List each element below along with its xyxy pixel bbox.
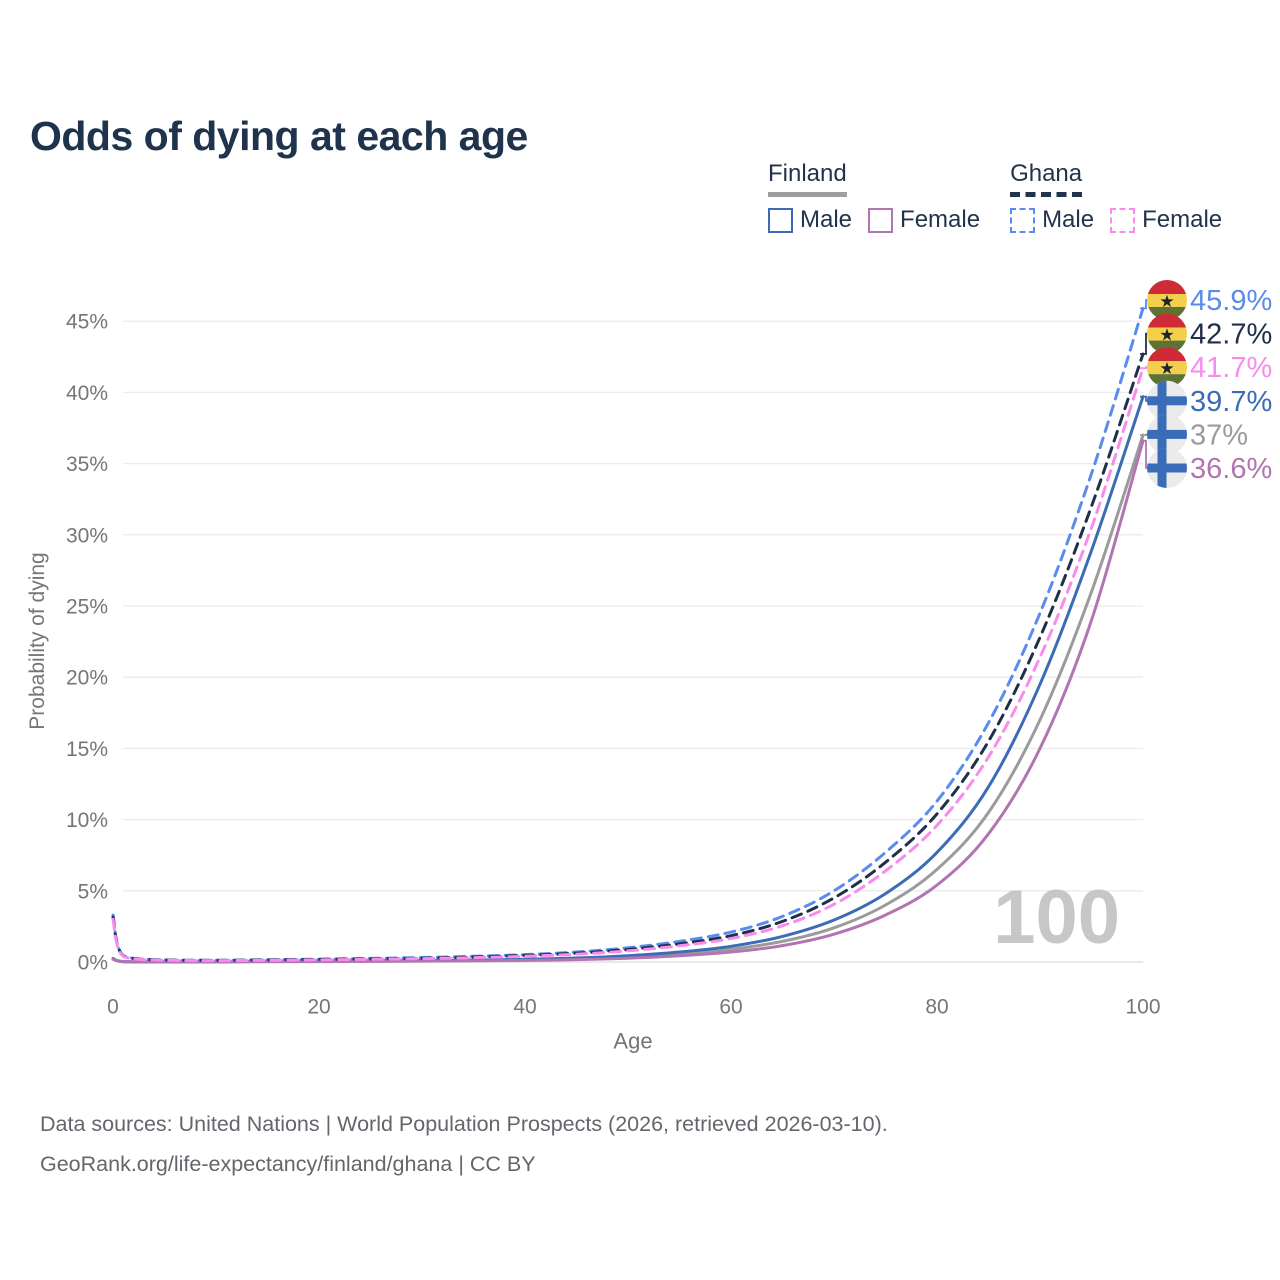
svg-text:40%: 40%	[66, 382, 108, 405]
x-axis-label: Age	[613, 1029, 652, 1054]
end-value-label-finland-all: 37%	[1190, 419, 1248, 451]
series-line-finland-male	[111, 395, 1145, 964]
flag-icon-finland	[1147, 380, 1187, 421]
legend-swatch-solid-icon	[768, 207, 793, 233]
svg-text:20: 20	[307, 996, 330, 1019]
end-value-label-ghana-male: 45.9%	[1190, 285, 1272, 317]
svg-text:25%: 25%	[66, 596, 108, 619]
svg-text:45%: 45%	[66, 311, 108, 334]
end-value-labels: 45.9%42.7%41.7%39.7%37%36.6%	[1190, 285, 1272, 485]
y-axis-label: Probability of dying	[26, 552, 49, 729]
legend-item-ghana-female[interactable]: Female	[1110, 206, 1222, 234]
legend-item-finland-female[interactable]: Female	[868, 206, 980, 234]
gridlines	[123, 320, 1143, 963]
end-label-flags: ★ ★ ★	[1147, 280, 1187, 488]
series-line-finland-all	[111, 433, 1145, 964]
page-title: Odds of dying at each age	[30, 113, 528, 160]
svg-text:★: ★	[1159, 359, 1174, 378]
svg-text:35%: 35%	[66, 453, 108, 476]
flag-icon-ghana: ★	[1147, 280, 1187, 320]
svg-text:40: 40	[513, 996, 536, 1019]
legend-group-finland: Finland Male Female	[768, 160, 980, 234]
svg-text:0%: 0%	[78, 952, 108, 975]
flag-icon-finland	[1147, 414, 1187, 455]
svg-text:10%: 10%	[66, 809, 108, 832]
legend-swatch-dashed-icon	[1110, 207, 1136, 233]
svg-text:100: 100	[1125, 996, 1160, 1019]
axis-tick-labels: 0% 5% 10% 15% 20% 25% 30% 35% 40% 45% 0 20 40 60 80 100	[66, 311, 1161, 1019]
legend-item-label: Male	[1042, 206, 1095, 233]
end-value-label-finland-female: 36.6%	[1190, 453, 1272, 485]
data-sources-line: Data sources: United Nations | World Pop…	[40, 1112, 888, 1136]
legend-group-ghana: Ghana Male Female	[1010, 160, 1222, 234]
series-line-ghana-all	[111, 352, 1145, 962]
legend-swatch-solid-icon	[868, 207, 894, 233]
legend-item-label: Female	[900, 206, 981, 233]
legend-item-label: Male	[800, 206, 853, 233]
hover-age-watermark: 100	[993, 875, 1120, 960]
series-lines	[111, 306, 1145, 964]
flag-icon-finland	[1147, 448, 1187, 488]
data-sources: Data sources: United Nations | World Pop…	[40, 1104, 888, 1184]
legend-country-ghana[interactable]: Ghana	[1010, 160, 1083, 197]
legend: Finland Male Female Ghana Male Female	[768, 160, 1252, 234]
end-value-label-ghana-all: 42.7%	[1190, 319, 1272, 351]
svg-text:★: ★	[1159, 326, 1174, 345]
svg-text:60: 60	[719, 996, 742, 1019]
attribution-link[interactable]: GeoRank.org/life-expectancy/finland/ghan…	[40, 1152, 536, 1176]
legend-country-finland[interactable]: Finland	[768, 160, 847, 197]
svg-text:0: 0	[107, 996, 119, 1019]
legend-swatch-dashed-icon	[1010, 207, 1036, 233]
svg-text:30%: 30%	[66, 524, 108, 547]
legend-item-ghana-male[interactable]: Male	[1010, 206, 1094, 234]
legend-item-finland-male[interactable]: Male	[768, 206, 852, 234]
end-value-label-finland-male: 39.7%	[1190, 386, 1272, 418]
end-value-label-ghana-female: 41.7%	[1190, 352, 1272, 384]
series-line-finland-female	[111, 439, 1145, 964]
series-line-ghana-female	[111, 366, 1145, 963]
svg-text:80: 80	[925, 996, 948, 1019]
svg-text:20%: 20%	[66, 667, 108, 690]
svg-text:5%: 5%	[78, 880, 108, 903]
svg-text:15%: 15%	[66, 738, 108, 761]
legend-item-label: Female	[1142, 206, 1223, 233]
series-line-ghana-male	[111, 306, 1145, 962]
svg-text:★: ★	[1159, 292, 1174, 311]
